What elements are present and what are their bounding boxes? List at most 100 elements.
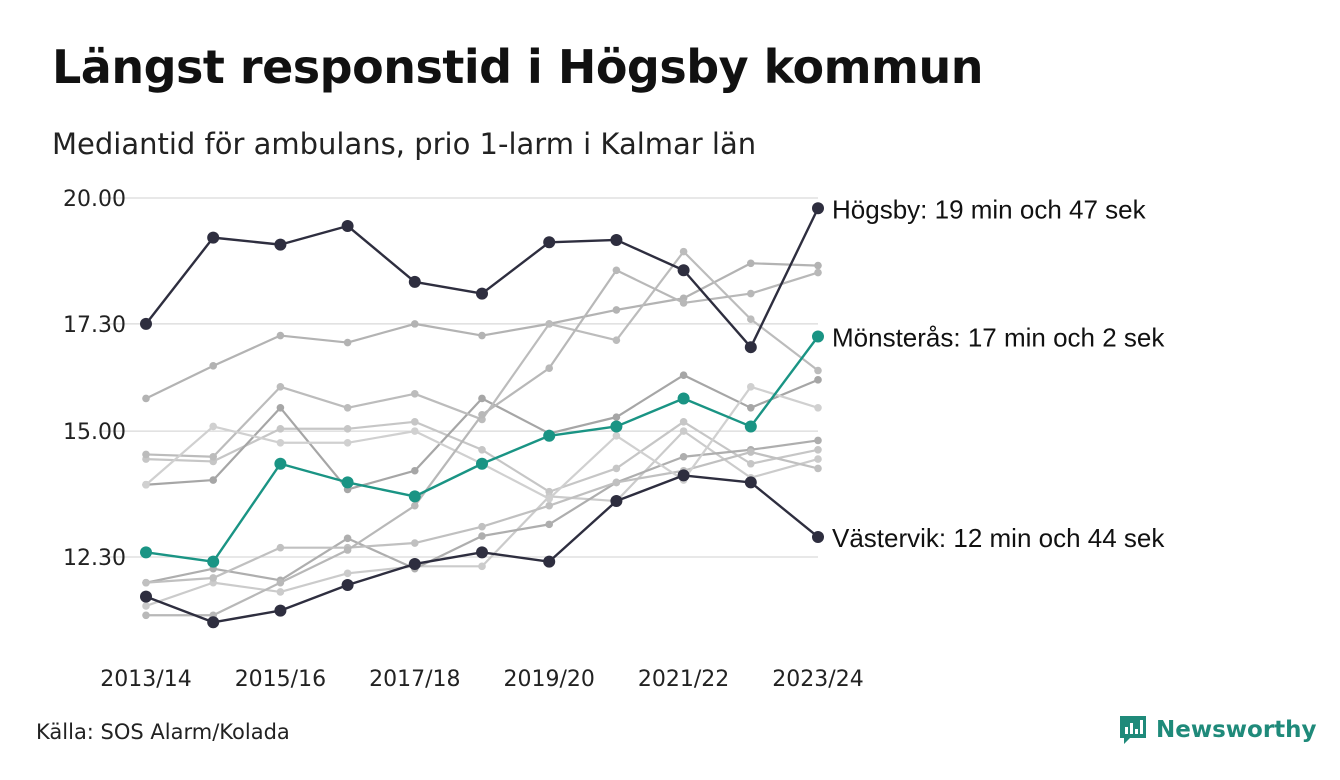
series-2-point xyxy=(814,445,822,454)
series-8-point xyxy=(142,480,150,489)
series-8-point xyxy=(612,431,621,440)
h-gsby-line xyxy=(145,207,820,349)
series-9-point xyxy=(612,266,621,275)
series-1-point xyxy=(276,331,285,340)
series-5-point xyxy=(142,602,150,610)
series-2-point xyxy=(612,464,621,473)
series-4-line xyxy=(145,250,819,458)
h-gsby-point xyxy=(274,238,287,251)
series-5-point xyxy=(679,427,688,435)
x-tick-label: 2017/18 xyxy=(369,667,460,692)
series-8-point xyxy=(209,422,217,431)
series-3-point xyxy=(209,476,217,484)
series-6-point xyxy=(679,452,688,461)
highlighted-series xyxy=(140,202,824,629)
series-4-point xyxy=(276,383,285,391)
v-stervik-point xyxy=(610,495,623,508)
v-stervik-point xyxy=(744,476,757,489)
series-4-point xyxy=(343,404,352,412)
v-stervik-point xyxy=(476,546,488,559)
series-7-point xyxy=(276,543,285,552)
x-tick-label: 2021/22 xyxy=(638,667,729,692)
m-nster-s-point xyxy=(610,420,623,433)
series-4-point xyxy=(545,320,553,328)
series-7-point xyxy=(545,501,553,510)
h-gsby-point xyxy=(543,236,556,249)
series-1-point xyxy=(612,306,621,314)
series-9-point xyxy=(411,501,419,510)
x-tick-label: 2023/24 xyxy=(772,667,863,692)
m-nster-s-point xyxy=(140,546,152,559)
h-gsby-point xyxy=(140,317,152,330)
series-7-point xyxy=(209,574,217,582)
series-3-point xyxy=(747,404,755,412)
series-8-point xyxy=(545,494,553,503)
series-7-point xyxy=(814,464,822,473)
m-nster-s-point xyxy=(476,457,488,470)
series-4-point xyxy=(612,336,621,345)
m-nster-s-point xyxy=(341,476,354,489)
v-stervik-point xyxy=(408,557,421,570)
series-9-point xyxy=(142,611,150,620)
series-end-labels: Högsby: 19 min och 47 sek Mönsterås: 17 m… xyxy=(832,194,1165,553)
series-8-point xyxy=(747,383,755,391)
source-note: Källa: SOS Alarm/Kolada xyxy=(36,720,290,744)
series-9-point xyxy=(679,299,688,307)
series-2-point xyxy=(747,459,755,468)
x-axis-tick-labels: 2013/14 2015/16 2017/18 2019/20 2021/22 2023/… xyxy=(100,667,863,692)
series-1-point xyxy=(814,261,822,270)
series-7-point xyxy=(411,539,419,547)
h-gsby-point xyxy=(812,202,824,215)
series-5-point xyxy=(478,562,486,571)
v-stervik-point xyxy=(207,616,220,629)
h-gsby-point xyxy=(207,231,220,244)
series-1-line xyxy=(145,262,819,400)
series-3-point xyxy=(411,466,419,475)
series-9-point xyxy=(276,578,285,587)
series-6-point xyxy=(814,436,822,445)
series-2-point xyxy=(679,417,688,426)
m-nster-s-point xyxy=(274,457,287,470)
series-3-point xyxy=(814,376,822,384)
series-8-point xyxy=(814,404,822,412)
series-7-point xyxy=(478,522,486,531)
series-5-point xyxy=(276,588,285,596)
series-1-point xyxy=(142,394,150,403)
series-4-point xyxy=(411,390,419,398)
series-1-point xyxy=(411,320,419,328)
h-gsby-point xyxy=(610,233,623,246)
m-nster-s-point xyxy=(408,490,421,503)
series-7-point xyxy=(142,578,150,587)
newsworthy-logo[interactable]: Newsworthy xyxy=(1118,714,1317,746)
series-6-point xyxy=(478,532,486,540)
x-tick-label: 2015/16 xyxy=(235,667,326,692)
h-gsby-end-label: Högsby: 19 min och 47 sek xyxy=(832,194,1147,224)
v-stervik-point xyxy=(812,530,824,543)
series-7-point xyxy=(612,478,621,487)
series-2-point xyxy=(343,424,352,433)
series-8-point xyxy=(276,438,285,447)
series-9-point xyxy=(478,410,486,419)
h-gsby-point xyxy=(408,275,421,288)
m-nster-s-point xyxy=(812,330,824,343)
gridlines xyxy=(100,197,818,558)
series-7-point xyxy=(747,448,755,456)
v-stervik-point xyxy=(341,578,354,591)
v-stervik-point xyxy=(140,590,152,603)
series-1-point xyxy=(343,338,352,347)
y-tick-label: 20.00 xyxy=(63,187,126,212)
series-4-point xyxy=(209,452,217,461)
series-2-point xyxy=(276,424,285,433)
series-3-point xyxy=(679,371,688,379)
series-5-point xyxy=(814,455,822,463)
newsworthy-logo-icon xyxy=(1120,716,1146,744)
v-stervik-point xyxy=(274,604,287,617)
series-2-point xyxy=(411,417,419,426)
series-8-point xyxy=(411,427,419,435)
series-1-point xyxy=(478,331,486,340)
h-gsby-point xyxy=(744,341,757,354)
m-nster-s-point xyxy=(207,555,220,568)
y-tick-label: 12.30 xyxy=(63,546,126,571)
series-1-point xyxy=(747,259,755,268)
